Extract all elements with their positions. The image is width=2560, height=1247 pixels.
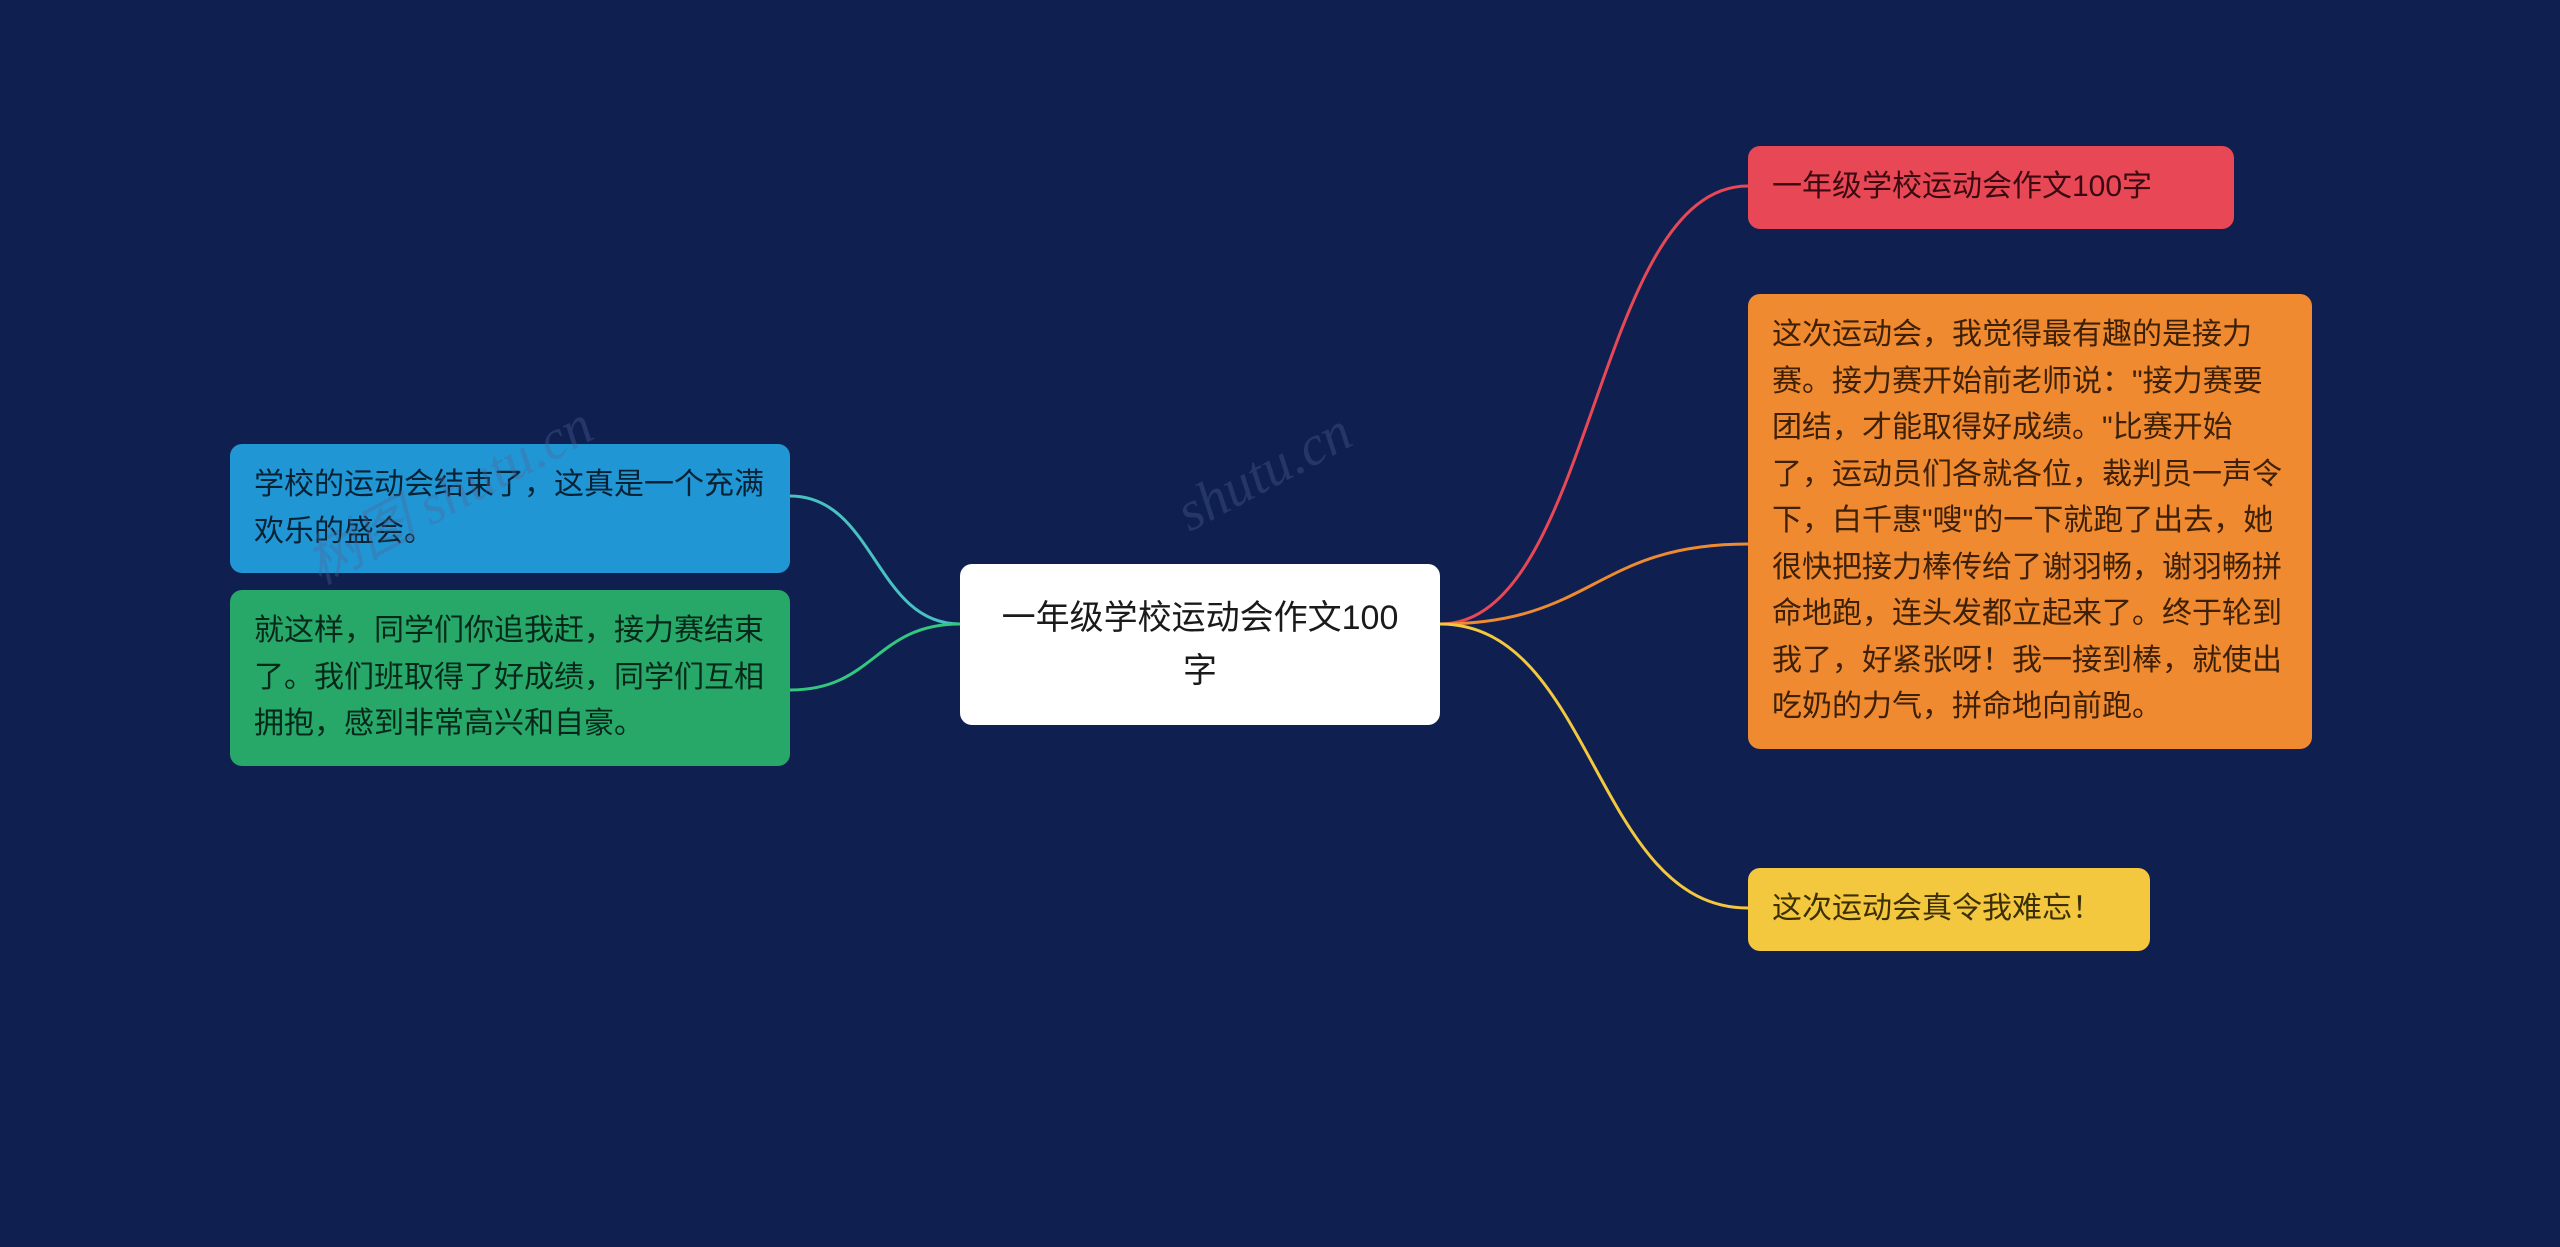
left-node-0-text: 学校的运动会结束了，这真是一个充满欢乐的盛会。 [254, 468, 764, 548]
center-node: 一年级学校运动会作文100字 [960, 564, 1440, 725]
right-node-0: 一年级学校运动会作文100字 [1748, 146, 2234, 229]
right-node-1-text: 这次运动会，我觉得最有趣的是接力赛。接力赛开始前老师说："接力赛要团结，才能取得… [1772, 318, 2282, 723]
right-node-1: 这次运动会，我觉得最有趣的是接力赛。接力赛开始前老师说："接力赛要团结，才能取得… [1748, 294, 2312, 749]
center-node-text: 一年级学校运动会作文100字 [1002, 599, 1399, 690]
left-node-0: 学校的运动会结束了，这真是一个充满欢乐的盛会。 [230, 444, 790, 573]
left-node-1: 就这样，同学们你追我赶，接力赛结束了。我们班取得了好成绩，同学们互相拥抱，感到非… [230, 590, 790, 766]
left-node-1-text: 就这样，同学们你追我赶，接力赛结束了。我们班取得了好成绩，同学们互相拥抱，感到非… [254, 614, 764, 740]
right-node-2-text: 这次运动会真令我难忘！ [1772, 892, 2102, 925]
watermark-2: shutu.cn [1166, 400, 1362, 545]
right-node-2: 这次运动会真令我难忘！ [1748, 868, 2150, 951]
right-node-0-text: 一年级学校运动会作文100字 [1772, 170, 2152, 203]
